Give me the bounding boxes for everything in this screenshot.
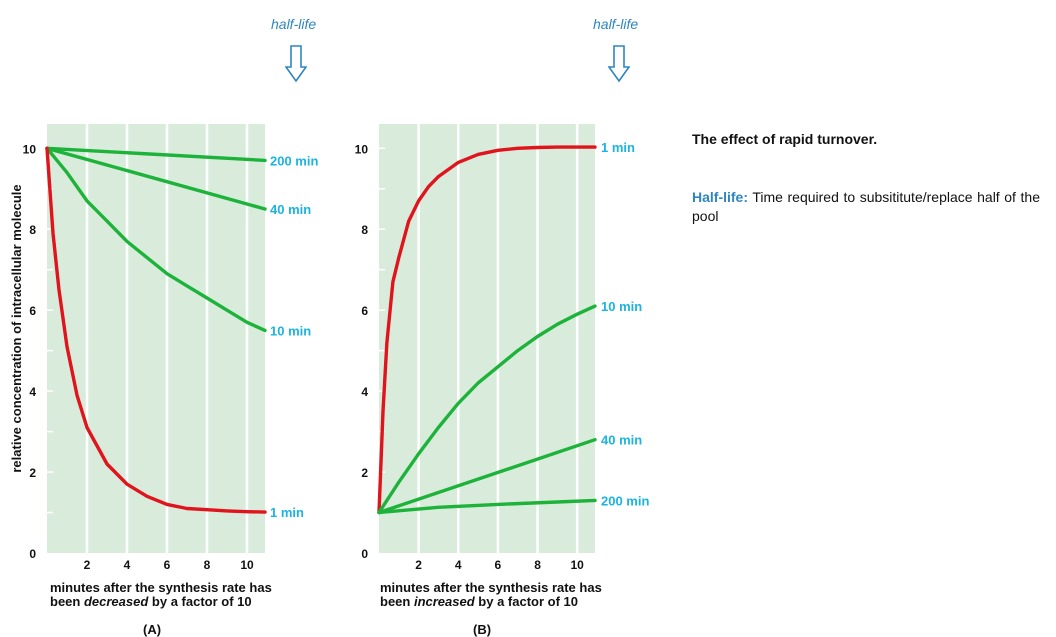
y-tick-label-b: 6 bbox=[361, 304, 368, 318]
y-tick-label-a: 10 bbox=[23, 142, 37, 156]
x-tick-label-a: 6 bbox=[164, 558, 171, 572]
x-tick-label-b: 10 bbox=[570, 558, 584, 572]
x-tick-label-b: 4 bbox=[455, 558, 462, 572]
x-tick-label-b: 8 bbox=[534, 558, 541, 572]
x-axis-label-b: minutes after the synthesis rate has bee… bbox=[380, 581, 602, 609]
y-tick-label-b: 4 bbox=[361, 385, 368, 399]
series-label-10-min-b: 10 min bbox=[601, 299, 642, 314]
x-tick-label-a: 8 bbox=[204, 558, 211, 572]
x-axis-label-a-prefix: been bbox=[50, 594, 84, 609]
x-axis-label-a-line1: minutes after the synthesis rate has bbox=[50, 580, 272, 595]
series-line-1-min-b bbox=[377, 145, 597, 515]
y-axis-label-a: relative concentration of intracellular … bbox=[9, 184, 24, 472]
y-tick-label-a: 8 bbox=[29, 223, 36, 237]
x-axis-label-a-suffix: by a factor of 10 bbox=[148, 594, 252, 609]
half-life-label-b: half-life bbox=[593, 16, 639, 32]
half-life-definition: Half-life: Time required to subsititute/… bbox=[692, 188, 1040, 226]
y-tick-label-b: 10 bbox=[355, 142, 369, 156]
y-tick-label-a: 4 bbox=[29, 385, 36, 399]
series-line-10-min-b bbox=[377, 304, 597, 515]
panel-label-a: (A) bbox=[143, 622, 162, 637]
y-tick-label-a: 2 bbox=[29, 466, 36, 480]
down-arrow-icon bbox=[607, 45, 631, 88]
series-line-1-min-a bbox=[45, 146, 267, 514]
series-line-200-min-b bbox=[377, 498, 597, 515]
x-axis-label-a: minutes after the synthesis rate has bee… bbox=[50, 581, 272, 609]
series-line-10-min-a bbox=[45, 146, 267, 333]
down-arrow-icon bbox=[284, 45, 308, 88]
series-label-200-min-a: 200 min bbox=[270, 153, 318, 168]
series-line-200-min-a bbox=[45, 146, 267, 163]
half-life-term: Half-life: bbox=[692, 189, 748, 205]
x-axis-label-b-suffix: by a factor of 10 bbox=[474, 594, 578, 609]
side-title: The effect of rapid turnover. bbox=[692, 131, 878, 147]
y-tick-label-b: 2 bbox=[361, 466, 368, 480]
panel-label-b: (B) bbox=[473, 622, 492, 637]
y-tick-label-a: 0 bbox=[29, 547, 36, 561]
series-label-40-min-a: 40 min bbox=[270, 202, 311, 217]
x-axis-label-b-line1: minutes after the synthesis rate has bbox=[380, 580, 602, 595]
series-label-10-min-a: 10 min bbox=[270, 323, 311, 338]
x-tick-label-b: 6 bbox=[495, 558, 502, 572]
series-label-40-min-b: 40 min bbox=[601, 433, 642, 448]
x-tick-label-a: 4 bbox=[124, 558, 131, 572]
series-label-1-min-b: 1 min bbox=[601, 140, 635, 155]
series-label-200-min-b: 200 min bbox=[601, 493, 649, 508]
x-axis-label-b-emphasis: increased bbox=[413, 594, 475, 609]
series-line-40-min-b bbox=[377, 438, 597, 515]
y-tick-label-b: 8 bbox=[361, 223, 368, 237]
series-line-40-min-a bbox=[45, 146, 267, 211]
series-label-1-min-a: 1 min bbox=[270, 505, 304, 520]
x-tick-label-a: 2 bbox=[84, 558, 91, 572]
plot-area-b bbox=[379, 124, 595, 553]
x-axis-label-b-prefix: been bbox=[380, 594, 414, 609]
x-axis-label-a-emphasis: decreased bbox=[83, 594, 149, 609]
y-tick-label-b: 0 bbox=[361, 547, 368, 561]
half-life-label-a: half-life bbox=[271, 16, 317, 32]
x-tick-label-b: 2 bbox=[415, 558, 422, 572]
y-tick-label-a: 6 bbox=[29, 304, 36, 318]
x-tick-label-a: 10 bbox=[240, 558, 254, 572]
half-life-definition-text: Time required to subsititute/replace hal… bbox=[692, 189, 1040, 224]
